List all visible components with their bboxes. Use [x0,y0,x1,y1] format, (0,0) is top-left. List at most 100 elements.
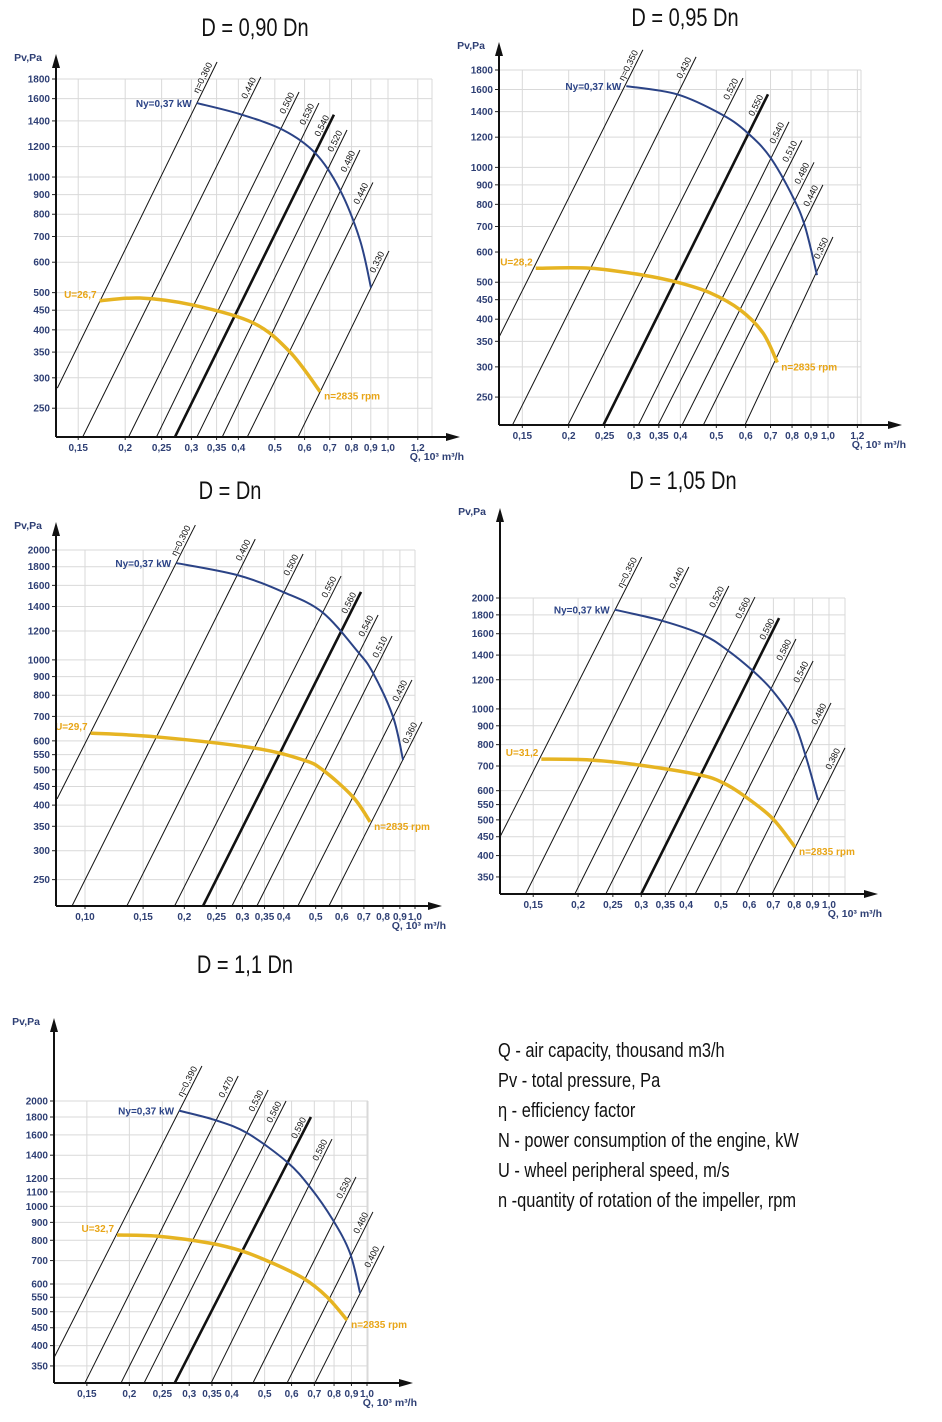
y-tick-label: 1200 [28,142,51,153]
efficiency-line [128,91,300,437]
y-tick-label: 2000 [28,546,51,557]
efficiency-line [667,638,797,894]
legend-item-n-rpm: n -quantity of rotation of the impeller,… [498,1190,797,1212]
y-tick-label: 600 [33,736,50,747]
x-tick-label: 0,6 [739,431,753,442]
x-tick-label: 0,9 [364,443,378,454]
y-tick-label: 1000 [471,163,494,174]
x-tick-label: 0,15 [68,443,88,454]
chart-2: D = 0,95 Dn 0,15 0,2 0,25 0,3 0,35 0,4 0,5 0,6 0,… [457,4,906,451]
y-tick-label: 450 [476,295,493,306]
y-tick-label: 1200 [26,1174,49,1185]
x-tick-label: 0,9 [806,900,820,911]
x-tick-label: 0,9 [804,431,818,442]
efficiency-line-label: η=0,360 [191,61,214,95]
efficiency-line-label: η=0,390 [175,1065,199,1099]
legend-item-q: Q - air capacity, thousand m3/h [498,1040,725,1062]
speed-curve-label-rpm: n=2835 rpm [374,822,430,833]
y-tick-label: 500 [33,765,50,776]
y-tick-label: 300 [33,846,50,857]
y-tick-label: 500 [33,288,50,299]
x-tick-label: 0,7 [766,900,780,911]
speed-curve [541,757,797,849]
y-tick-label: 1800 [28,75,51,86]
y-tick-label: 900 [476,180,493,191]
speed-curve-label-rpm: n=2835 rpm [324,392,380,403]
speed-curve-label-rpm: n=2835 rpm [781,363,837,374]
x-tick-label: 0,25 [207,912,227,923]
chart-title: D = 0,90 Dn [201,14,308,42]
efficiency-line [657,140,803,425]
efficiency-line [328,721,423,906]
x-tick-label: 0,2 [571,900,585,911]
efficiency-line [511,56,697,425]
y-axis-arrow-icon [52,54,60,68]
efficiency-line [221,149,361,437]
legend: Q - air capacity, thousand m3/h Pv - tot… [498,1036,799,1216]
x-tick-label: 0,8 [785,431,799,442]
y-axis-label: Pv,Pa [458,506,486,518]
y-tick-label: 500 [476,278,493,289]
y-tick-label: 1800 [471,66,494,77]
power-curve-label: Ny=0,37 kW [115,559,171,570]
x-tick-label: 0,6 [742,900,756,911]
y-tick-label: 450 [31,1323,48,1334]
y-tick-label: 800 [33,691,50,702]
efficiency-line [694,660,814,894]
legend-item-n-power: N - power consumption of the engine, kW [498,1130,799,1152]
y-tick-label: 1400 [28,602,51,613]
y-tick-label: 600 [33,258,50,269]
x-tick-label: 0,8 [787,900,801,911]
power-curve [626,85,818,276]
speed-curve [99,296,322,393]
x-tick-label: 0,4 [277,912,291,923]
y-tick-label: 250 [33,404,50,415]
y-axis-arrow-icon [495,42,503,56]
efficiency-line-best [602,93,770,425]
speed-curve [116,1233,349,1322]
x-tick-label: 0,25 [595,431,615,442]
x-tick-label: 0,3 [235,912,249,923]
x-tick-label: 1,0 [822,900,836,911]
x-tick-label: 0,4 [673,431,687,442]
efficiency-line [297,679,413,906]
x-tick-label: 0,25 [153,1389,173,1400]
x-tick-label: 0,3 [627,431,641,442]
power-curve-label: Ny=0,37 kW [118,1107,174,1118]
y-tick-label: 400 [31,1341,48,1352]
y-tick-label: 350 [33,348,50,359]
x-axis-arrow-icon [446,433,460,441]
power-curve-label: Ny=0,37 kW [554,606,610,617]
speed-curve-label-u: U=28,2 [500,257,533,268]
x-tick-label: 0,10 [75,912,95,923]
x-tick-label: 1,2 [850,431,864,442]
x-tick-label: 0,7 [764,431,778,442]
x-axis-label: Q, 10³ m³/h [828,908,882,920]
x-tick-label: 0,15 [523,900,543,911]
x-tick-label: 0,5 [258,1389,272,1400]
x-tick-label: 1,0 [381,443,395,454]
y-tick-label: 250 [33,875,50,886]
speed-curve [535,266,779,364]
x-tick-label: 0,3 [182,1389,196,1400]
y-tick-label: 1200 [472,675,495,686]
y-tick-label: 1400 [28,116,51,127]
y-tick-label: 400 [477,851,494,862]
y-axis-arrow-icon [496,508,504,522]
y-tick-label: 900 [477,721,494,732]
x-tick-label: 0,15 [77,1389,97,1400]
y-tick-label: 700 [31,1256,48,1267]
y-tick-label: 550 [477,800,494,811]
y-tick-label: 800 [477,740,494,751]
efficiency-line-best [173,114,336,437]
y-tick-label: 1600 [472,629,495,640]
y-tick-label: 2000 [472,594,495,605]
x-tick-label: 0,2 [122,1389,136,1400]
chart-title: D = 1,05 Dn [629,467,736,495]
x-tick-label: 0,2 [118,443,132,454]
x-axis-arrow-icon [428,902,442,910]
efficiency-line [196,129,348,437]
y-tick-label: 800 [476,200,493,211]
x-tick-label: 0,8 [327,1389,341,1400]
